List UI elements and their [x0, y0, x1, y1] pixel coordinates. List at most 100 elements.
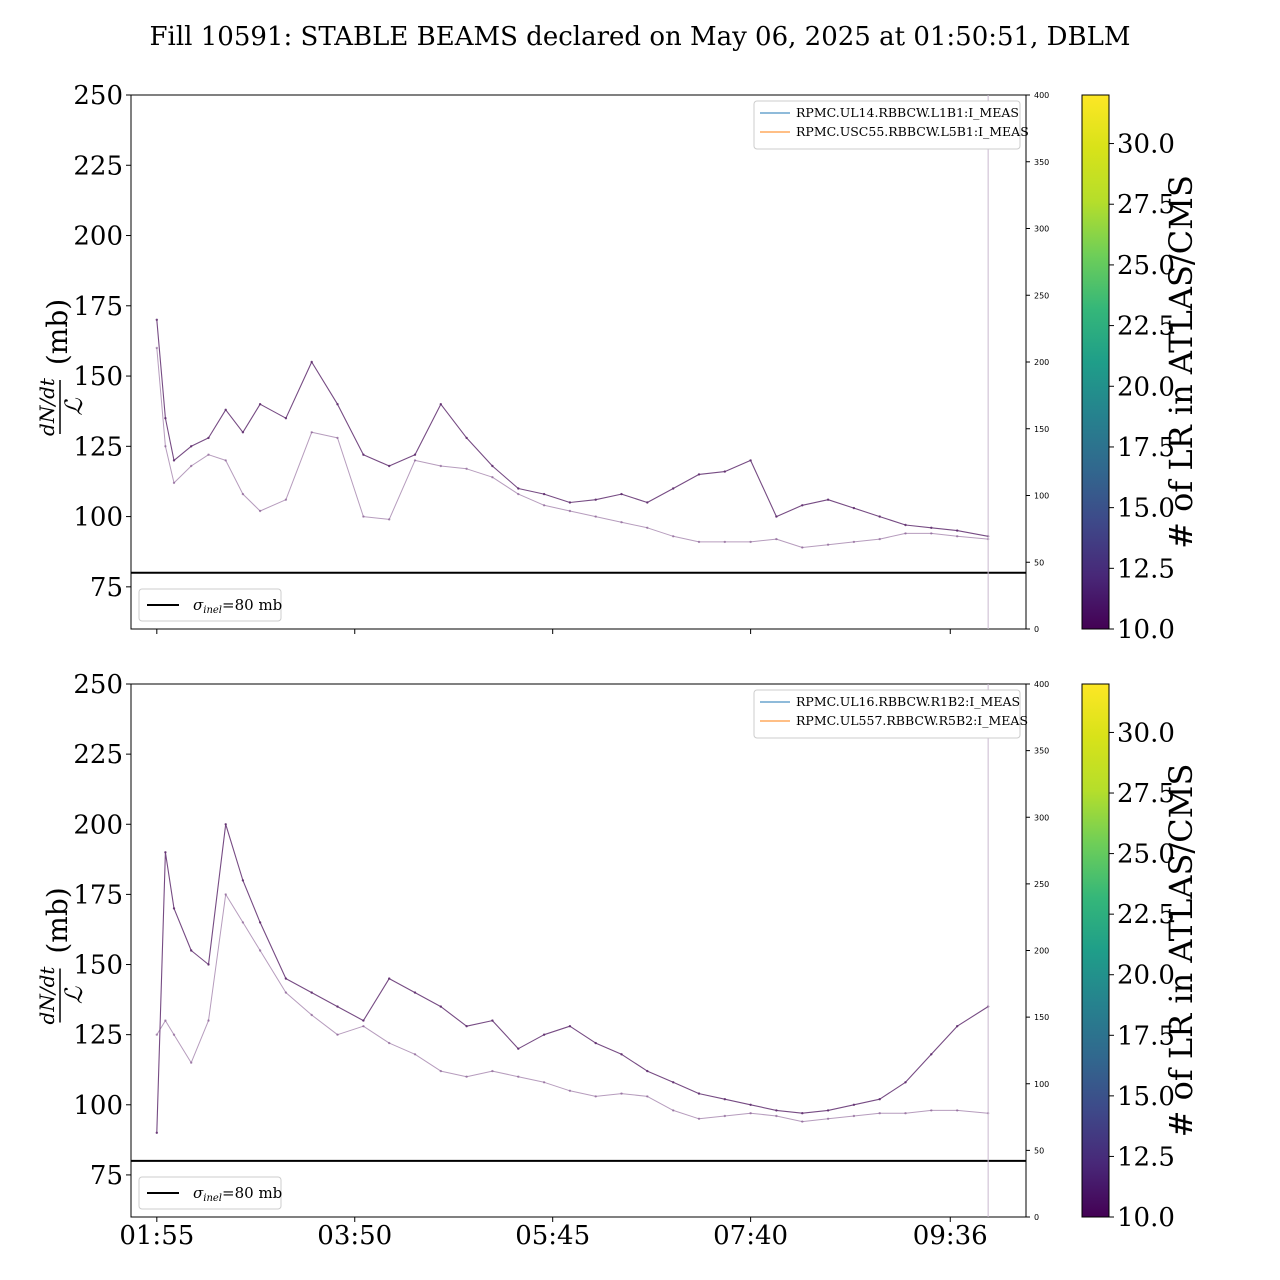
- y2-tick-label: 0: [1034, 625, 1039, 634]
- legend-entry: RPMC.USC55.RBBCW.L5B1:I_MEAS: [796, 124, 1029, 139]
- data-point: [723, 470, 726, 473]
- data-point: [491, 476, 494, 479]
- data-point: [388, 1041, 391, 1045]
- colorbar-tick-label: 10.0: [1117, 1203, 1175, 1233]
- y-tick-label: 75: [90, 573, 123, 603]
- colorbar-tick-label: 25.0: [1117, 840, 1175, 870]
- colorbar-gradient: [1081, 683, 1110, 1218]
- data-point: [904, 1112, 907, 1115]
- data-point: [172, 1033, 176, 1036]
- y-tick-label: 125: [73, 1021, 123, 1051]
- y2-tick-label: 100: [1034, 1080, 1049, 1089]
- y2-tick-label: 250: [1034, 291, 1049, 300]
- legend-sigma-label: σinel=80 mb: [193, 1184, 282, 1204]
- colorbar-tick-label: 10.0: [1117, 615, 1175, 645]
- y-tick-label: 150: [73, 951, 123, 981]
- data-point: [672, 1081, 675, 1084]
- data-point: [362, 515, 365, 518]
- data-point: [517, 1047, 520, 1050]
- data-point: [258, 509, 262, 513]
- data-point: [224, 893, 227, 896]
- colorbar: 10.0 12.5 15.0 17.5 20.0 22.5 25.0 27.5 30.0 # of…: [1081, 683, 1200, 1233]
- y-label-denominator: ℒ: [60, 986, 88, 1004]
- data-point: [801, 546, 804, 549]
- data-point: [284, 417, 288, 420]
- data-point: [172, 459, 176, 462]
- data-point: [224, 459, 227, 462]
- data-point: [878, 1098, 881, 1101]
- data-point: [956, 529, 959, 532]
- legend-box: [753, 100, 1021, 150]
- chart-panel-bottom: 75 100 125 150 175 200 225 250 0 50 100 150 200 250 30…: [35, 670, 1200, 1251]
- data-point: [852, 1103, 856, 1107]
- data-point: [723, 1114, 726, 1118]
- data-point: [542, 492, 546, 496]
- data-point: [930, 526, 933, 529]
- colorbar-gradient: [1081, 94, 1110, 630]
- data-point: [207, 453, 210, 456]
- data-point: [258, 949, 262, 952]
- y-tick-label: 100: [73, 503, 123, 533]
- colorbar-tick-label: 20.0: [1117, 961, 1175, 991]
- data-point: [155, 318, 158, 321]
- y-tick-label: 175: [73, 880, 123, 910]
- data-point: [362, 1019, 365, 1022]
- x-tick-label: 05:45: [515, 1221, 590, 1251]
- legend-box: [138, 588, 282, 622]
- y2-tick-label: 300: [1034, 813, 1049, 822]
- data-point: [190, 445, 193, 448]
- y2-tick-label: 400: [1034, 680, 1049, 689]
- data-point: [542, 1081, 546, 1084]
- data-point: [594, 1041, 597, 1045]
- colorbar-tick-label: 27.5: [1117, 779, 1175, 809]
- data-point: [413, 459, 417, 462]
- data-point: [190, 1061, 193, 1064]
- data-point: [439, 464, 442, 468]
- data-point: [241, 431, 245, 434]
- y2-tick-label: 100: [1034, 492, 1049, 501]
- colorbar-label: # of LR in ATLAS/CMS: [1162, 764, 1200, 1138]
- data-point: [155, 1131, 158, 1135]
- series-line-2: [156, 893, 989, 1123]
- data-point: [491, 1069, 494, 1073]
- data-point: [852, 506, 856, 510]
- data-point: [697, 473, 701, 476]
- data-point: [697, 1092, 701, 1095]
- y2-tick-label: 50: [1034, 558, 1044, 567]
- data-point: [672, 535, 675, 538]
- series-line-2: [156, 347, 989, 548]
- legend-upper: RPMC.UL14.RBBCW.L1B1:I_MEAS RPMC.USC55.RB…: [753, 100, 1029, 150]
- data-point: [749, 1112, 752, 1115]
- data-point: [310, 431, 313, 434]
- data-point: [336, 436, 339, 440]
- y-tick-label: 150: [73, 362, 123, 392]
- x-tick-label: 07:40: [713, 1221, 788, 1251]
- data-point: [620, 1053, 623, 1056]
- data-point: [465, 467, 468, 470]
- y-tick-label: 200: [73, 222, 123, 252]
- data-point: [241, 921, 245, 924]
- data-point: [930, 1053, 933, 1056]
- data-point: [517, 492, 520, 496]
- data-point: [956, 1109, 959, 1112]
- colorbar-label: # of LR in ATLAS/CMS: [1162, 175, 1200, 549]
- x-tick-label: 03:50: [317, 1221, 392, 1251]
- data-point: [801, 1112, 804, 1115]
- legend-upper: RPMC.UL16.RBBCW.R1B2:I_MEAS RPMC.UL557.RB…: [753, 689, 1028, 739]
- data-point: [723, 1098, 726, 1101]
- data-point: [224, 408, 227, 411]
- data-point: [542, 1033, 546, 1036]
- data-point: [413, 453, 417, 456]
- data-point: [310, 1013, 313, 1017]
- data-point: [465, 1025, 468, 1028]
- colorbar-tick-label: 30.0: [1117, 130, 1175, 160]
- data-point: [956, 1025, 959, 1028]
- colorbar: 10.0 12.5 15.0 17.5 20.0 22.5 25.0 27.5 30.0 # of…: [1081, 94, 1200, 645]
- data-point: [930, 1109, 933, 1112]
- chart-panel-top: 75 100 125 150 175 200 225 250 0 50 100 150 200 250 30…: [35, 81, 1200, 645]
- y2-tick-label: 400: [1034, 91, 1049, 100]
- data-point: [775, 515, 778, 518]
- colorbar-tick-label: 15.0: [1117, 1082, 1175, 1112]
- data-point: [568, 509, 572, 513]
